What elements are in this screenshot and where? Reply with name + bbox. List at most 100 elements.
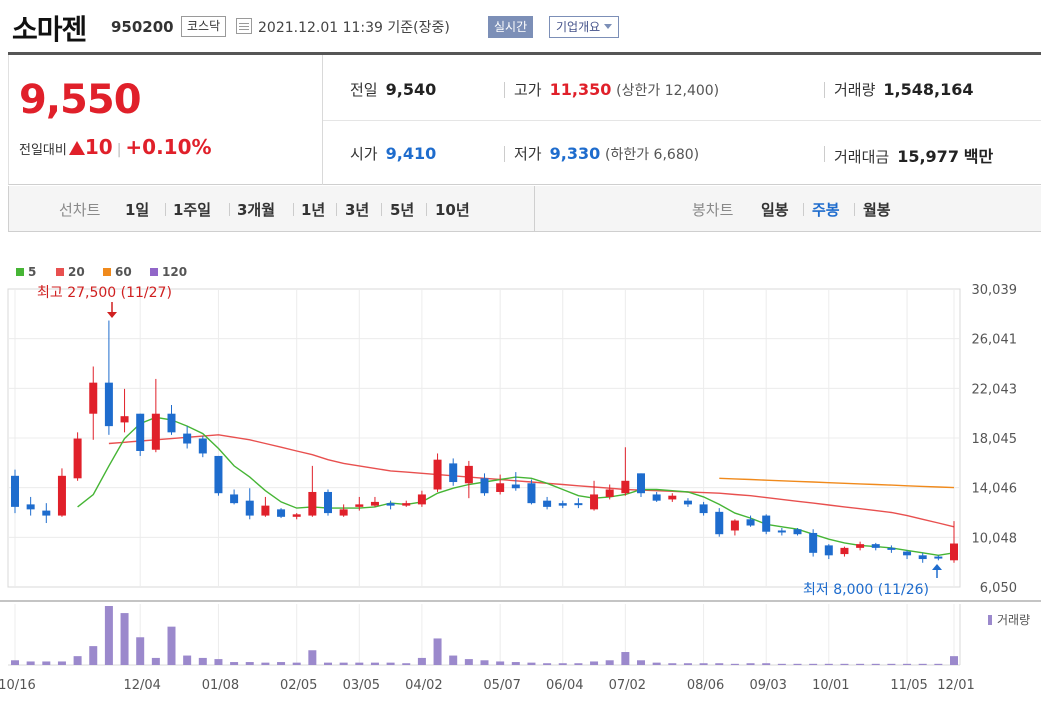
candle-body [402, 503, 411, 506]
low-annotation: 최저 8,000 (11/26) [803, 582, 929, 598]
candle-body [355, 504, 364, 507]
legend-swatch [103, 268, 111, 276]
company-overview-dropdown[interactable]: 기업개요 [549, 16, 620, 38]
x-tick-label: 05/07 [483, 678, 520, 693]
legend-swatch [16, 268, 24, 276]
up-triangle-icon [68, 141, 85, 155]
volume-bar [167, 626, 176, 665]
candle-body [308, 491, 317, 516]
volume-bar [449, 655, 458, 665]
candle-body [183, 433, 192, 444]
price-change: 전일대비 10 | +0.10% [19, 135, 212, 159]
y-tick-label: 18,045 [972, 432, 1018, 447]
volume-bar [950, 656, 958, 665]
high-annotation: 최고 27,500 (11/27) [37, 285, 172, 301]
volume-bar [104, 606, 113, 665]
chart-tabs: 선차트 1일 1주일 3개월 1년 3년 5년 10년 봉차트 일봉 주봉 월봉 [8, 186, 1041, 232]
legend-label: 5 [28, 265, 37, 279]
change-separator: | [116, 142, 122, 158]
cell-separator [504, 146, 505, 162]
line-chart-label: 선차트 [59, 201, 101, 219]
candle-body [11, 475, 19, 507]
candle-body [292, 514, 301, 517]
candle-body [214, 455, 223, 494]
candle-body [527, 483, 536, 504]
chevron-down-icon [604, 24, 613, 29]
candle-body [136, 413, 145, 451]
candle-body [417, 494, 426, 505]
candle-body [104, 382, 113, 427]
tab-separator [381, 203, 382, 216]
realtime-button[interactable]: 실시간 [488, 16, 534, 38]
x-tick-label: 09/03 [749, 678, 786, 693]
y-tick-label: 10,048 [972, 531, 1018, 546]
legend-ma5: 5 [16, 265, 36, 279]
candle-body [261, 505, 270, 516]
candle-body [449, 463, 458, 483]
x-tick-label: 10/16 [0, 678, 36, 693]
volume-bar [527, 662, 536, 665]
tab-3y[interactable]: 3년 [345, 201, 370, 219]
volume-bar [480, 660, 489, 665]
x-tick-label: 01/08 [202, 678, 239, 693]
company-overview-label: 기업개요 [556, 20, 601, 34]
tab-5y[interactable]: 5년 [390, 201, 415, 219]
tab-1w[interactable]: 1주일 [173, 201, 212, 219]
tab-separator [803, 203, 804, 216]
change-amount: 10 [84, 135, 113, 159]
tab-weekly[interactable]: 주봉 [812, 201, 840, 219]
candle-body [558, 503, 567, 506]
candle-body [26, 504, 35, 510]
candle-body [824, 545, 833, 556]
x-tick-label: 12/01 [937, 678, 974, 693]
volume-bar [151, 657, 160, 665]
x-tick-label: 07/02 [609, 678, 646, 693]
low-value: 9,330 [549, 144, 601, 163]
tab-10y[interactable]: 10년 [435, 201, 470, 219]
candle-body [918, 555, 927, 560]
tab-1y[interactable]: 1년 [301, 201, 326, 219]
candle-body [652, 494, 661, 501]
volume-bar [715, 663, 724, 665]
volume-bar [777, 663, 786, 665]
candle-body [856, 544, 865, 548]
high-value: 11,350 [549, 80, 612, 99]
volume-bar [496, 661, 505, 665]
tab-daily[interactable]: 일봉 [761, 201, 789, 219]
volume-bar [277, 662, 286, 665]
candle-body [464, 465, 473, 484]
volume-bar [261, 662, 270, 665]
tab-separator [229, 203, 230, 216]
volume-bar [871, 663, 880, 665]
tab-separator [165, 203, 166, 216]
candle-body [480, 478, 489, 494]
candle-body [245, 500, 254, 516]
cell-separator [824, 146, 825, 162]
amount-label: 거래대금 [834, 148, 890, 166]
volume-bar [183, 655, 192, 665]
volume-bar [433, 638, 442, 665]
legend-ma60: 60 [103, 265, 132, 279]
candle-body [89, 382, 98, 414]
market-badge: 코스닥 [181, 16, 227, 37]
volume-bar [89, 646, 98, 665]
volume-bar [324, 662, 332, 665]
candle-body [730, 520, 739, 531]
x-tick-label: 10/01 [812, 678, 849, 693]
candle-body [386, 503, 395, 506]
volume-bar [856, 663, 865, 665]
candle-body [621, 480, 630, 494]
tab-1d[interactable]: 1일 [125, 201, 150, 219]
trade-amount: 거래대금 15,977 백만 [834, 143, 993, 167]
legend-swatch [56, 268, 64, 276]
y-tick-label: 30,039 [972, 283, 1018, 298]
volume-bar [730, 663, 739, 665]
quote-divider [322, 55, 323, 185]
volume-bar [355, 662, 364, 665]
tab-monthly[interactable]: 월봉 [863, 201, 891, 219]
candle-body [605, 489, 614, 497]
candle-body [777, 530, 786, 533]
candle-body [433, 459, 442, 490]
tab-3m[interactable]: 3개월 [237, 201, 276, 219]
